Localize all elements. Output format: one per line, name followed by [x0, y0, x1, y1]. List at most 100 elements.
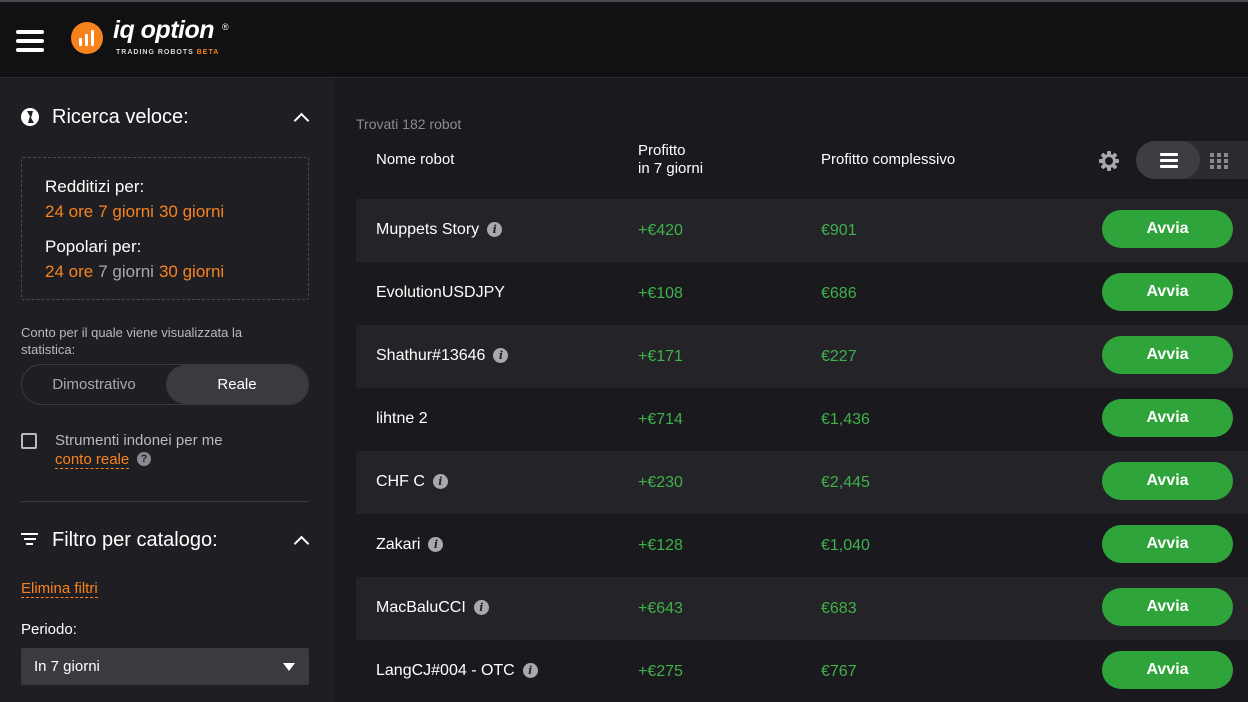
popular-30d-link[interactable]: 30 giorni: [158, 262, 225, 281]
robot-name-text: MacBaluCCI: [376, 599, 466, 616]
robot-name[interactable]: MacBaluCCI i: [376, 599, 489, 617]
lightning-icon: [21, 108, 39, 126]
info-icon[interactable]: i: [522, 663, 538, 678]
profitable-24h-link[interactable]: 24 ore: [45, 202, 94, 221]
profit-7d-value: +€420: [638, 222, 683, 239]
table-row[interactable]: Zakari i +€128 €1,040 Avvia: [356, 514, 1248, 577]
table-row[interactable]: Muppets Story i +€420 €901 Avvia: [356, 199, 1248, 262]
info-icon[interactable]: i: [493, 348, 509, 363]
start-robot-button[interactable]: Avvia: [1102, 210, 1233, 248]
column-header-profit-total[interactable]: Profitto complessivo: [821, 151, 956, 168]
profit-total-value: €901: [821, 222, 857, 239]
profit-7d-value: +€714: [638, 411, 683, 428]
robot-name[interactable]: LangCJ#004 - OTC i: [376, 662, 538, 680]
suitable-instruments-checkbox[interactable]: [21, 433, 37, 449]
view-mode-toggle: [1136, 141, 1248, 179]
robot-name[interactable]: Zakari i: [376, 536, 444, 554]
table-row[interactable]: MacBaluCCI i +€643 €683 Avvia: [356, 577, 1248, 640]
table-row[interactable]: CHF C i +€230 €2,445 Avvia: [356, 451, 1248, 514]
demo-account-option[interactable]: Dimostrativo: [52, 376, 136, 393]
robot-name-text: Muppets Story: [376, 221, 480, 238]
profit-7d-value: +€230: [638, 474, 683, 491]
table-row[interactable]: EvolutionUSDJPY +€108 €686 Avvia: [356, 262, 1248, 325]
help-icon[interactable]: ?: [137, 452, 151, 466]
robot-name[interactable]: Shathur#13646 i: [376, 347, 509, 365]
quick-search-title: Ricerca veloce:: [52, 106, 189, 128]
profit-total-value: €686: [821, 285, 857, 302]
filter-icon: [21, 533, 38, 548]
logo-registered-mark: ®: [222, 22, 229, 32]
robot-name-text: Shathur#13646: [376, 347, 486, 364]
grid-icon: [1210, 153, 1228, 169]
hamburger-menu-icon[interactable]: [16, 30, 44, 54]
profitable-30d-link[interactable]: 30 giorni: [158, 202, 225, 221]
popular-7d-link[interactable]: 7 giorni: [98, 262, 154, 281]
robot-name[interactable]: Muppets Story i: [376, 221, 503, 239]
catalog-filter-title: Filtro per catalogo:: [52, 529, 218, 551]
real-account-link[interactable]: conto reale: [55, 451, 130, 469]
profit-7d-value: +€108: [638, 285, 683, 302]
robot-name[interactable]: CHF C i: [376, 473, 448, 491]
profit-total-value: €227: [821, 348, 857, 365]
grid-view-button[interactable]: [1200, 141, 1248, 179]
gear-icon[interactable]: [1099, 151, 1119, 171]
table-row[interactable]: Shathur#13646 i +€171 €227 Avvia: [356, 325, 1248, 388]
popular-24h-link[interactable]: 24 ore: [45, 262, 94, 281]
profitable-label: Redditizi per:: [45, 177, 145, 196]
robot-name[interactable]: lihtne 2: [376, 410, 428, 428]
results-count: Trovati 182 robot: [356, 116, 462, 132]
list-view-button[interactable]: [1136, 141, 1200, 179]
profit-total-value: €1,436: [821, 411, 870, 428]
logo-text: iq option: [113, 16, 215, 44]
top-header: iq option ® TRADING ROBOTS BETA: [0, 0, 1248, 78]
suitable-instruments-label: Strumenti indonei per me: [55, 432, 223, 449]
column-header-name[interactable]: Nome robot: [376, 151, 455, 168]
profit-7d-value: +€128: [638, 537, 683, 554]
period-select[interactable]: In 7 giorni: [21, 648, 309, 685]
info-icon[interactable]: i: [432, 474, 448, 489]
iq-option-logo-icon: [71, 22, 103, 54]
start-robot-button[interactable]: Avvia: [1102, 525, 1233, 563]
start-robot-button[interactable]: Avvia: [1102, 273, 1233, 311]
real-account-option[interactable]: Reale: [166, 365, 308, 404]
profit-7d-value: +€275: [638, 663, 683, 680]
profit-total-value: €1,040: [821, 537, 870, 554]
profit-7d-value: +€171: [638, 348, 683, 365]
info-icon[interactable]: i: [487, 222, 503, 237]
period-select-value: In 7 giorni: [34, 658, 100, 675]
profitable-7d-link[interactable]: 7 giorni: [98, 202, 154, 221]
start-robot-button[interactable]: Avvia: [1102, 462, 1233, 500]
start-robot-button[interactable]: Avvia: [1102, 651, 1233, 689]
caret-down-icon: [283, 663, 295, 671]
profitable-period-links: 24 ore 7 giorni 30 giorni: [45, 202, 229, 222]
popular-period-links: 24 ore 7 giorni 30 giorni: [45, 262, 229, 282]
start-robot-button[interactable]: Avvia: [1102, 336, 1233, 374]
column-header-profit-7d[interactable]: Profitto in 7 giorni: [638, 142, 704, 177]
profit-7d-value: +€643: [638, 600, 683, 617]
profit-total-value: €2,445: [821, 474, 870, 491]
robot-name-text: CHF C: [376, 473, 425, 490]
robot-name-text: lihtne 2: [376, 410, 428, 427]
robot-name[interactable]: EvolutionUSDJPY: [376, 284, 505, 302]
popular-label: Popolari per:: [45, 237, 142, 256]
sidebar-divider: [21, 501, 309, 502]
list-icon: [1160, 153, 1178, 171]
clear-filters-link[interactable]: Elimina filtri: [21, 580, 98, 598]
start-robot-button[interactable]: Avvia: [1102, 399, 1233, 437]
account-label: Conto per il quale viene visualizzata la…: [21, 325, 243, 357]
logo-subtitle: TRADING ROBOTS BETA: [116, 49, 220, 56]
start-robot-button[interactable]: Avvia: [1102, 588, 1233, 626]
info-icon[interactable]: i: [428, 537, 444, 552]
robot-name-text: EvolutionUSDJPY: [376, 284, 505, 301]
beta-badge: BETA: [196, 49, 220, 56]
robot-name-text: Zakari: [376, 536, 421, 553]
info-icon[interactable]: i: [473, 600, 489, 615]
table-row[interactable]: lihtne 2 +€714 €1,436 Avvia: [356, 388, 1248, 451]
profit-total-value: €767: [821, 663, 857, 680]
table-row[interactable]: LangCJ#004 - OTC i +€275 €767 Avvia: [356, 640, 1248, 702]
quick-search-box: Redditizi per: 24 ore 7 giorni 30 giorni P…: [21, 157, 309, 300]
account-type-toggle: Dimostrativo Reale: [21, 364, 309, 405]
robot-name-text: LangCJ#004 - OTC: [376, 662, 515, 679]
profit-total-value: €683: [821, 600, 857, 617]
period-label: Periodo:: [21, 621, 77, 638]
